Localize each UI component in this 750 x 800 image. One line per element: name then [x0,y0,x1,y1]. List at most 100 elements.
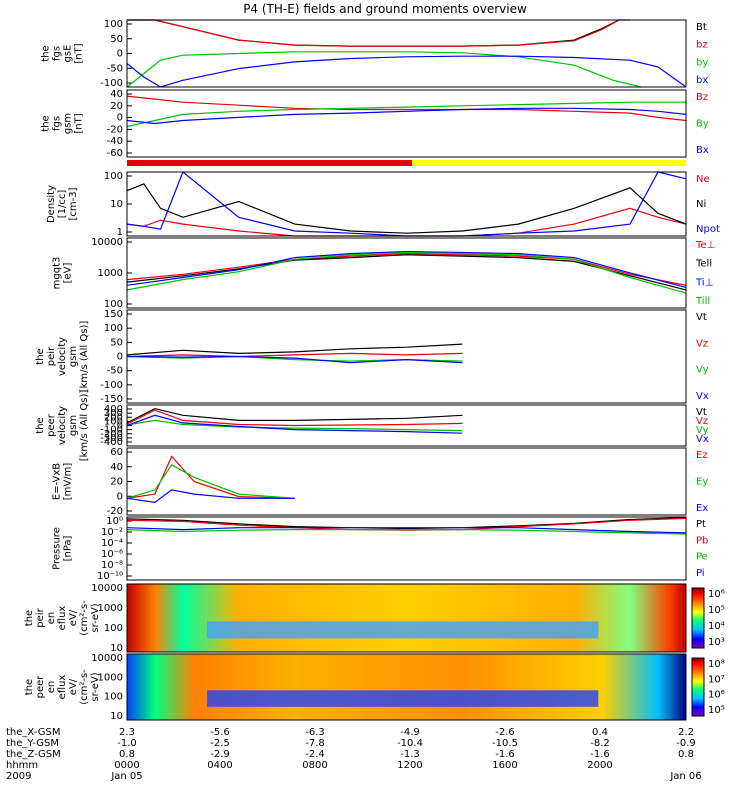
y-axis-label-line: gsE [63,45,74,63]
panel-frame [126,237,687,309]
footer-value: -1.6 [590,749,610,760]
footer-value: -2.4 [305,749,325,760]
series-line-Ex [126,489,295,504]
legend-entry: Ez [696,450,708,461]
series-line-Till [126,251,687,294]
y-tick-label: 10⁻⁶ [101,549,123,560]
legend-entry: Till [695,296,710,307]
y-axis-label-line: sr-eV) [90,672,101,701]
series-line-Vt [126,343,463,356]
spectrogram-image [127,654,686,720]
y-tick-label: -60 [107,148,123,159]
panel-fgs_gse: 100 50 0 -50 -100 the fgs gsE [nT] Bt bz by bx [41,19,709,89]
y-tick-label: 20 [110,101,123,112]
footer-value: -7.8 [305,738,325,749]
panel-efield: 60 40 20 0 -20 E=-VxB [mV/m] Ez Ey Ex [52,447,709,517]
footer-value: 0.8 [119,749,135,760]
panel-frame [126,19,687,88]
legend-entry: Npot [696,224,720,235]
y-axis-label-line: the [41,115,52,131]
panel-density: 100 10 1 Density [1/cc] [cm-3] Ne Ni Npot [46,171,720,238]
y-tick-label: -200 [100,429,123,440]
colorbar-tick-label: 10⁴ [708,621,725,632]
footer-value: -0.9 [676,738,696,749]
panel-frame [126,447,687,516]
y-axis-label-line: eV/ [68,609,79,626]
legend-entry: Pb [696,535,708,546]
y-axis-label-line: Density [46,185,57,223]
footer-value: -8.2 [590,738,610,749]
y-tick-label: -100 [100,425,123,436]
footer-value: -2.9 [210,749,230,760]
spectrogram-band [207,621,599,639]
y-axis-label-line: fgs [52,46,63,61]
series-line-by [126,51,642,88]
legend-entry: Vt [696,407,707,418]
y-axis-label: the peir velocity gsm [km/s (All Qs)] [35,321,90,393]
y-tick-label: -150 [100,394,123,405]
y-axis-label-line: the [41,45,52,61]
footer-value: 2000 [587,760,612,771]
y-tick-label: 0 [117,113,123,124]
y-tick-label: 50 [110,337,123,348]
y-axis-label-line: the [35,417,46,433]
y-tick-label: -300 [100,433,123,444]
legend-entry: Bz [696,92,708,103]
y-tick-label: -100 [100,78,123,89]
y-tick-label: 10⁻⁸ [101,560,123,571]
panel-frame [126,516,687,581]
y-axis-label-line: eflux [57,606,68,631]
panel-frame [126,653,687,721]
series-line-Npot [126,171,687,237]
y-tick-label: 10⁰ [106,516,123,527]
footer-value: 0.4 [592,727,608,738]
y-tick-label: -100 [100,380,123,391]
footer-row-label: 2009 [6,771,31,782]
y-axis-label-line: mgqt3 [52,257,63,290]
y-tick-label: 100 [104,692,123,703]
footer-value: -1.0 [117,738,137,749]
series-line-Ni [126,183,687,234]
panel-peir_velocity: 150 100 50 0 -50 -100 -150 the peir velocity gsm [k… [35,309,709,405]
legend-entry: Vz [696,416,708,427]
legend-entry: Vx [696,434,709,445]
y-tick-label: 100 [104,416,123,427]
footer-value: -6.3 [305,727,325,738]
y-tick-label: -50 [107,63,123,74]
y-axis-label-line: sr-eV) [90,603,101,632]
legend-entry: bz [696,40,708,51]
series-line-Vz [126,409,463,427]
series-line-bx [126,55,687,88]
y-axis-label-line: the [24,679,35,695]
y-tick-label: 0 [117,352,123,363]
legend-entry: Vx [696,391,709,402]
legend-entry: Ne [696,174,710,185]
spectrogram-band [207,690,599,707]
y-tick-label: 100 [104,323,123,334]
y-tick-label: 10000 [91,237,123,248]
y-tick-label: -50 [107,366,123,377]
y-tick-label: 0 [117,491,123,502]
legend-entry: Pi [696,568,705,579]
y-tick-label: 300 [104,408,123,419]
y-tick-label: 10⁻⁴ [101,538,123,549]
footer-value: -5.6 [210,727,230,738]
y-tick-label: -40 [107,136,123,147]
y-tick-label: 10⁻¹⁰ [97,571,123,582]
y-axis-label-line: [cm-3] [68,187,79,220]
footer-value: 0400 [207,760,232,771]
y-tick-label: -400 [100,437,123,448]
series-line-Bz [126,95,687,122]
y-axis-label-line: [nPa] [63,535,74,561]
y-axis-label-line: (cm²-s- [79,600,90,636]
y-axis-label: the peir en eflux eV/(cm²-s-sr-eV) [24,600,101,636]
y-axis-label-line: en [46,681,57,694]
y-tick-label: 20 [110,477,123,488]
panel-frame [126,89,687,158]
footer-value: -10.4 [397,738,423,749]
y-tick-label: 100 [104,171,123,182]
y-axis-label: the peer en eflux eV/(cm²-s-sr-eV) [24,669,101,705]
panel-peir_spectrogram: 10000 1000 100 10 the peir en eflux eV/(cm²-s-sr… [24,583,725,654]
